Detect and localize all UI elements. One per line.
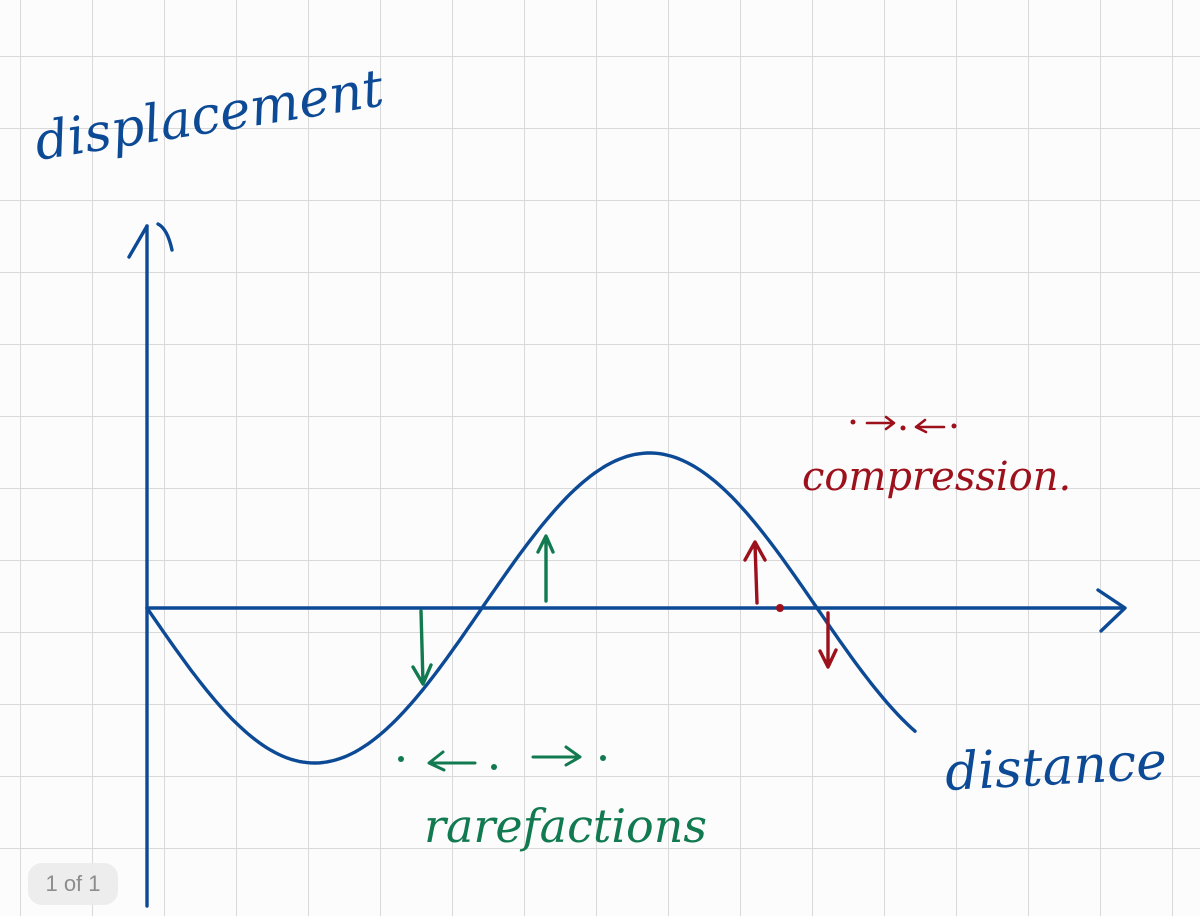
wave-curve bbox=[145, 451, 917, 765]
small-left-arrow bbox=[914, 418, 946, 434]
compression-annotations: compression. bbox=[743, 415, 1071, 669]
particle-dot bbox=[491, 764, 497, 770]
x-axis-arrowhead bbox=[1096, 588, 1127, 633]
y-axis-arrowhead bbox=[127, 222, 174, 259]
particle-dot bbox=[951, 423, 957, 429]
rarefaction-annotations: rarefactions bbox=[398, 534, 707, 853]
y-axis-label: displacement bbox=[31, 59, 388, 173]
rarefactions-label: rarefactions bbox=[424, 799, 707, 853]
page-indicator: 1 of 1 bbox=[28, 863, 118, 905]
particle-dot bbox=[398, 756, 404, 762]
green-down-arrow bbox=[411, 609, 433, 686]
particle-dot bbox=[850, 419, 856, 425]
x-axis-label: distance bbox=[944, 731, 1169, 803]
compression-label: compression. bbox=[802, 454, 1071, 500]
right-arrow bbox=[531, 745, 582, 767]
particle-dot bbox=[600, 755, 606, 761]
red-up-arrow bbox=[743, 540, 767, 605]
small-right-arrow bbox=[865, 415, 896, 431]
zero-crossing-dot bbox=[776, 604, 784, 612]
y-axis bbox=[127, 222, 174, 908]
left-arrow bbox=[427, 750, 477, 772]
particle-dot bbox=[900, 425, 906, 431]
x-axis bbox=[145, 588, 1127, 633]
red-down-arrow bbox=[818, 611, 838, 669]
green-up-arrow bbox=[536, 534, 555, 603]
